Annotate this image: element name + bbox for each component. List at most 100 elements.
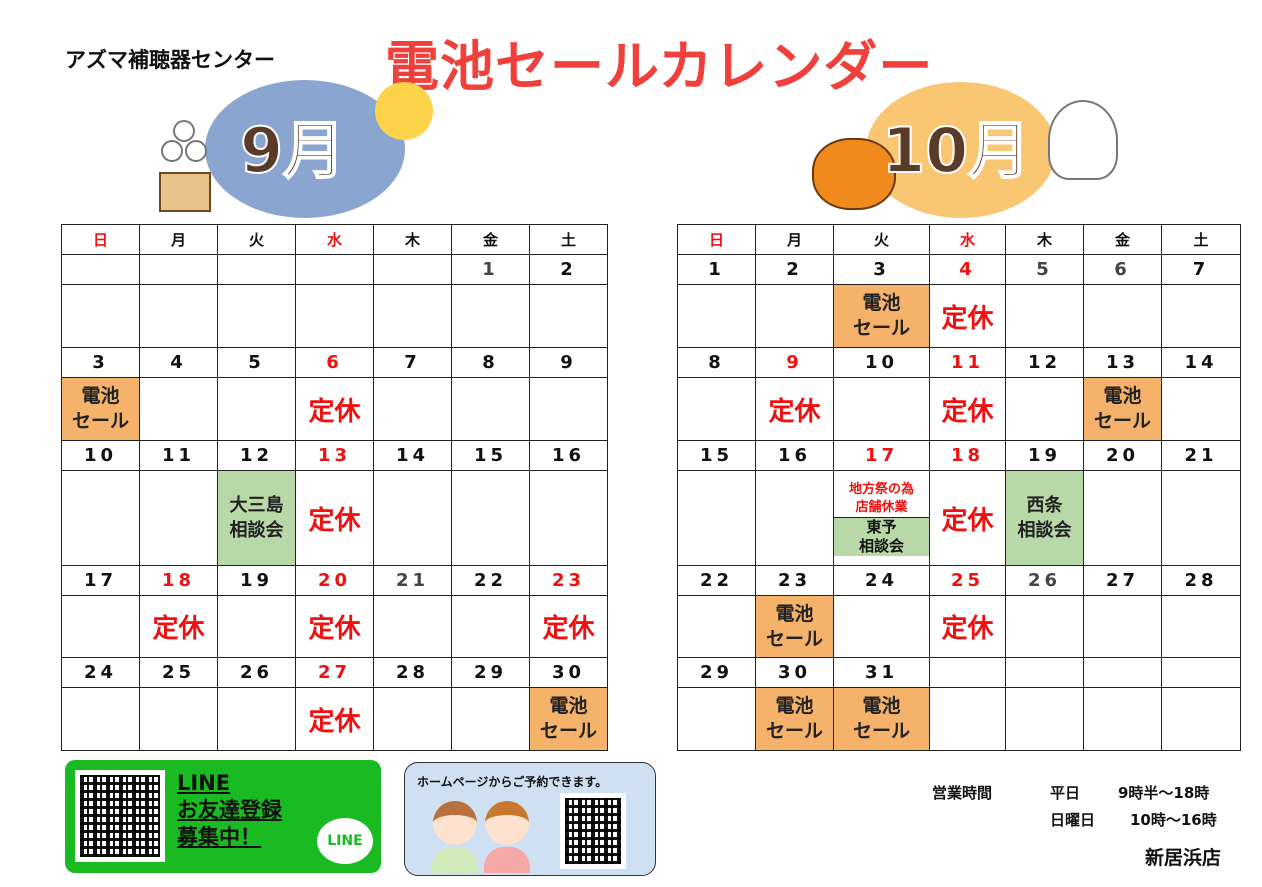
weekday-header-row: 日月火水木金土: [677, 224, 1241, 255]
page-title: 電池セールカレンダー: [385, 35, 934, 98]
empty-cell: [61, 284, 140, 348]
date-number: 3: [833, 254, 930, 285]
empty-cell: [373, 470, 452, 566]
empty-cell: [451, 377, 530, 441]
weekday-header: 木: [373, 224, 452, 255]
empty-cell: [373, 284, 452, 348]
date-number: 19: [1005, 440, 1084, 471]
empty-cell: [1083, 687, 1162, 751]
september-badge-background: [205, 80, 405, 218]
event-row: 電池 セール 電池 セール: [677, 687, 1241, 751]
date-number: 13: [295, 440, 374, 471]
empty-cell: [217, 377, 296, 441]
date-number: 6: [295, 347, 374, 378]
weekday-header-row: 日月火水木金土: [61, 224, 608, 255]
weekday-header: 金: [451, 224, 530, 255]
company-name: アズマ補聴器センター: [65, 48, 275, 72]
empty-cell: [1005, 687, 1084, 751]
empty-cell: [529, 470, 608, 566]
weekday-header: 火: [217, 224, 296, 255]
line-qr-code[interactable]: [75, 770, 165, 862]
empty-cell: [755, 470, 834, 566]
event-row: 地方祭の為 店舗休業 東予 相談会 定休 西条 相談会: [677, 470, 1241, 566]
line-logo: LINE: [317, 818, 373, 864]
pumpkin-illustration: [812, 138, 896, 210]
dango-illustration: [155, 120, 215, 212]
date-number: 15: [451, 440, 530, 471]
event-row: 定休 定休 電池 セール: [677, 377, 1241, 441]
empty-cell: [1161, 595, 1241, 658]
homepage-reservation-banner[interactable]: ホームページからご予約できます。: [404, 762, 656, 876]
date-number: 8: [451, 347, 530, 378]
date-number: 26: [217, 657, 296, 688]
date-row: 22 23 24 25 26 27 28: [677, 565, 1241, 596]
empty-cell: [1161, 687, 1241, 751]
battery-sale-cell: 電池 セール: [61, 377, 140, 441]
date-number: 28: [373, 657, 452, 688]
moon-illustration: [375, 82, 433, 140]
date-number: [217, 254, 296, 285]
date-number: [295, 254, 374, 285]
event-row: 定休 定休 定休: [61, 595, 608, 658]
empty-cell: [217, 595, 296, 658]
date-number: [1083, 657, 1162, 688]
date-number: 30: [755, 657, 834, 688]
date-number: 9: [755, 347, 834, 378]
event-row: 定休 電池 セール: [61, 687, 608, 751]
date-number: 15: [677, 440, 756, 471]
homepage-reservation-text: ホームページからご予約できます。: [417, 775, 608, 789]
date-number: 24: [61, 657, 140, 688]
empty-cell: [833, 595, 930, 658]
empty-cell: [1161, 470, 1241, 566]
weekday-header: 水: [295, 224, 374, 255]
empty-cell: [373, 595, 452, 658]
date-number: 3: [61, 347, 140, 378]
weekday-header: 水: [929, 224, 1006, 255]
date-row: 10 11 12 13 14 15 16: [61, 440, 608, 471]
date-number: [929, 657, 1006, 688]
empty-cell: [1005, 284, 1084, 348]
event-row: 電池 セール 定休: [677, 595, 1241, 658]
date-number: 11: [139, 440, 218, 471]
empty-cell: [1083, 284, 1162, 348]
closed-day-cell: 定休: [929, 470, 1006, 566]
date-row: 24 25 26 27 28 29 30: [61, 657, 608, 688]
closed-day-cell: 定休: [755, 377, 834, 441]
date-number: 23: [755, 565, 834, 596]
weekday-header: 火: [833, 224, 930, 255]
date-number: 4: [139, 347, 218, 378]
business-hours: 営業時間 平日 9時半～18時 日曜日 10時～16時: [932, 780, 1217, 834]
date-number: 26: [1005, 565, 1084, 596]
line-registration-banner[interactable]: LINE お友達登録 募集中！ LINE: [65, 760, 381, 873]
empty-cell: [1083, 470, 1162, 566]
empty-cell: [61, 687, 140, 751]
empty-cell: [1083, 595, 1162, 658]
empty-cell: [139, 377, 218, 441]
date-number: 20: [1083, 440, 1162, 471]
closed-day-cell: 定休: [929, 595, 1006, 658]
closed-day-cell: 定休: [295, 377, 374, 441]
empty-cell: [833, 377, 930, 441]
date-row: 29 30 31: [677, 657, 1241, 688]
date-number: 28: [1161, 565, 1241, 596]
date-number: 11: [929, 347, 1006, 378]
homepage-qr-code[interactable]: [560, 793, 626, 869]
september-calendar: 日月火水木金土 1 2 3 4 5 6 7 8 9 電池 セール 定休 10 11 12 13 14 15 16 大三…: [61, 224, 608, 751]
closed-day-cell: 定休: [929, 284, 1006, 348]
closed-day-cell: 定休: [139, 595, 218, 658]
staff-body: [432, 847, 478, 873]
date-number: 29: [677, 657, 756, 688]
date-number: 13: [1083, 347, 1162, 378]
date-number: [61, 254, 140, 285]
staff-illustration: [485, 801, 529, 845]
date-number: 31: [833, 657, 930, 688]
date-number: 12: [1005, 347, 1084, 378]
date-number: 17: [833, 440, 930, 471]
event-row: 電池 セール 定休: [61, 377, 608, 441]
event-row: 電池 セール 定休: [677, 284, 1241, 348]
battery-sale-cell: 電池 セール: [833, 687, 930, 751]
battery-sale-cell: 電池 セール: [529, 687, 608, 751]
